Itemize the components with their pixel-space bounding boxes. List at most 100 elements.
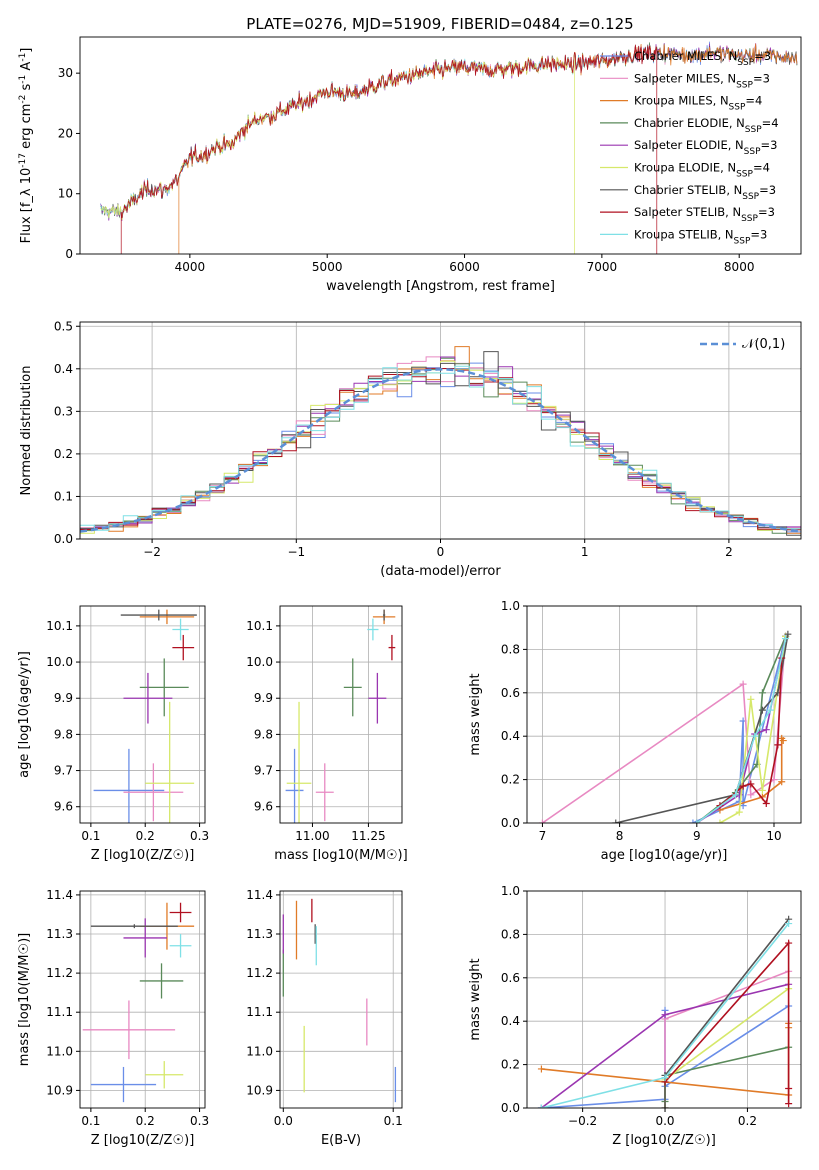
plot-body [282, 898, 397, 1103]
axes-mass-vs-ebv: 0.0 0.1 10.9 11.0 11.1 11.2 11.3 11.4 E(B-V) [246, 888, 402, 1148]
weight-marker [693, 819, 701, 823]
weight-marker [747, 695, 755, 703]
y-tick-label: 0 [65, 247, 73, 261]
weight-marker [774, 741, 782, 749]
weight-marker [758, 786, 766, 794]
y-tick-label: 9.9 [54, 691, 73, 705]
histogram-series [80, 365, 801, 535]
x-axis-label: mass [log10(M/M☉)] [274, 848, 407, 863]
y-axis-label: mass weight [468, 958, 483, 1040]
x-axis-label: age [log10(age/yr)] [601, 848, 728, 863]
weight-marker [747, 791, 755, 799]
x-tick-label: 11.25 [351, 829, 385, 843]
y-tick-label: 10.0 [46, 655, 73, 669]
weight-marker [735, 808, 743, 816]
y-tick-label: 0.0 [54, 532, 73, 546]
legend-label: Kroupa ELODIE, NSSP=4 [634, 161, 770, 180]
x-tick-label: 5000 [312, 260, 343, 274]
axes-residual-histogram: −2 −1 0 1 2 0.0 0.1 0.2 0.3 0.4 0.5 (data-model)/er… [19, 319, 802, 579]
weight-marker [661, 1074, 669, 1082]
plot-frame [79, 36, 802, 255]
weight-marker [537, 1104, 545, 1108]
weight-marker [784, 630, 792, 638]
normal-curve [80, 368, 801, 533]
legend-label: 𝒩(0,1) [742, 337, 785, 352]
x-tick-label: 11.00 [295, 829, 329, 843]
plot-body [100, 41, 798, 254]
axes-spectrum: 4000 5000 6000 7000 8000 0 10 20 30 wavelength [A… [18, 36, 802, 294]
plot-area [280, 891, 402, 1108]
weight-marker [661, 1104, 669, 1108]
x-tick-label: 2 [725, 545, 733, 559]
axes-age-vs-mass: 11.00 11.25 9.6 9.7 9.8 9.9 10.0 10.1 mass [log1… [246, 605, 408, 863]
weight-marker [731, 791, 739, 799]
weight-line [719, 658, 783, 807]
x-tick-label: 9 [693, 829, 701, 843]
weight-marker [612, 819, 620, 823]
y-tick-label: 10.0 [246, 655, 273, 669]
plot-frame [79, 321, 802, 540]
legend-label: Chabrier MILES, NSSP=3 [634, 49, 771, 68]
plot-area [80, 891, 205, 1108]
y-tick-label: 11.2 [46, 966, 73, 980]
y-tick-label: 10.9 [46, 1083, 73, 1097]
y-axis-label: age [log10(age/yr)] [17, 651, 32, 778]
x-axis-label: wavelength [Angstrom, rest frame] [326, 279, 555, 294]
y-tick-label: 9.9 [254, 691, 273, 705]
x-tick-label: 0.1 [384, 1114, 403, 1128]
y-tick-label: 9.6 [254, 800, 273, 814]
y-tick-label: 0.8 [501, 927, 520, 941]
axes-mass-weight-vs-age: 7 8 9 10 0.0 0.2 0.4 0.6 0.8 1.0 age [log10(age/yr… [468, 599, 802, 863]
y-tick-label: 1.0 [501, 599, 520, 613]
x-axis-label: Z [log10(Z/Z☉)] [91, 848, 195, 863]
plot-body [538, 630, 792, 823]
weight-marker [785, 1100, 793, 1108]
weight-marker [785, 1084, 793, 1092]
x-tick-label: 10 [766, 829, 781, 843]
y-tick-label: 11.0 [46, 1044, 73, 1058]
weight-marker [785, 939, 793, 947]
weight-marker [785, 920, 793, 928]
x-tick-label: −0.2 [568, 1114, 597, 1128]
y-axis-label: mass weight [468, 673, 483, 755]
y-tick-label: 0.1 [54, 489, 73, 503]
y-tick-label: 10.9 [246, 1083, 273, 1097]
x-tick-label: 8000 [724, 260, 755, 274]
weight-marker [782, 635, 790, 643]
y-tick-label: 0.5 [54, 319, 73, 333]
y-tick-label: 9.6 [54, 800, 73, 814]
y-tick-label: 9.8 [54, 727, 73, 741]
weight-marker [758, 706, 766, 714]
x-tick-label: 0.2 [136, 1114, 155, 1128]
plot-frame [79, 890, 206, 1109]
legend-label: Salpeter MILES, NSSP=3 [634, 71, 770, 90]
legend-label: Chabrier STELIB, NSSP=3 [634, 183, 776, 202]
y-tick-label: 0.0 [501, 816, 520, 830]
weight-marker [716, 819, 724, 823]
figure-title: PLATE=0276, MJD=51909, FIBERID=0484, z=0… [246, 15, 633, 33]
legend: Chabrier MILES, NSSP=3 Salpeter MILES, NS… [600, 49, 779, 246]
y-tick-label: 0.6 [501, 971, 520, 985]
y-tick-label: 11.4 [46, 888, 73, 902]
y-tick-label: 0.3 [54, 404, 73, 418]
x-axis-label: (data-model)/error [380, 564, 501, 579]
y-tick-label: 10 [58, 187, 73, 201]
weight-marker [689, 819, 697, 823]
y-tick-label: 0.2 [501, 773, 520, 787]
weight-marker [758, 689, 766, 697]
x-tick-label: 0.2 [136, 829, 155, 843]
weight-marker [661, 1011, 669, 1019]
x-tick-label: 4000 [175, 260, 206, 274]
y-tick-label: 11.1 [46, 1005, 73, 1019]
y-tick-label: 0.2 [54, 447, 73, 461]
y-tick-label: 10.1 [246, 619, 273, 633]
x-tick-label: −2 [143, 545, 161, 559]
weight-marker [762, 799, 770, 807]
y-tick-label: 11.3 [246, 927, 273, 941]
weight-marker [538, 819, 546, 823]
plot-frame [279, 890, 403, 1109]
y-tick-label: 1.0 [501, 884, 520, 898]
plot-body [285, 609, 396, 823]
x-tick-label: 1 [581, 545, 589, 559]
weight-marker [739, 782, 747, 790]
